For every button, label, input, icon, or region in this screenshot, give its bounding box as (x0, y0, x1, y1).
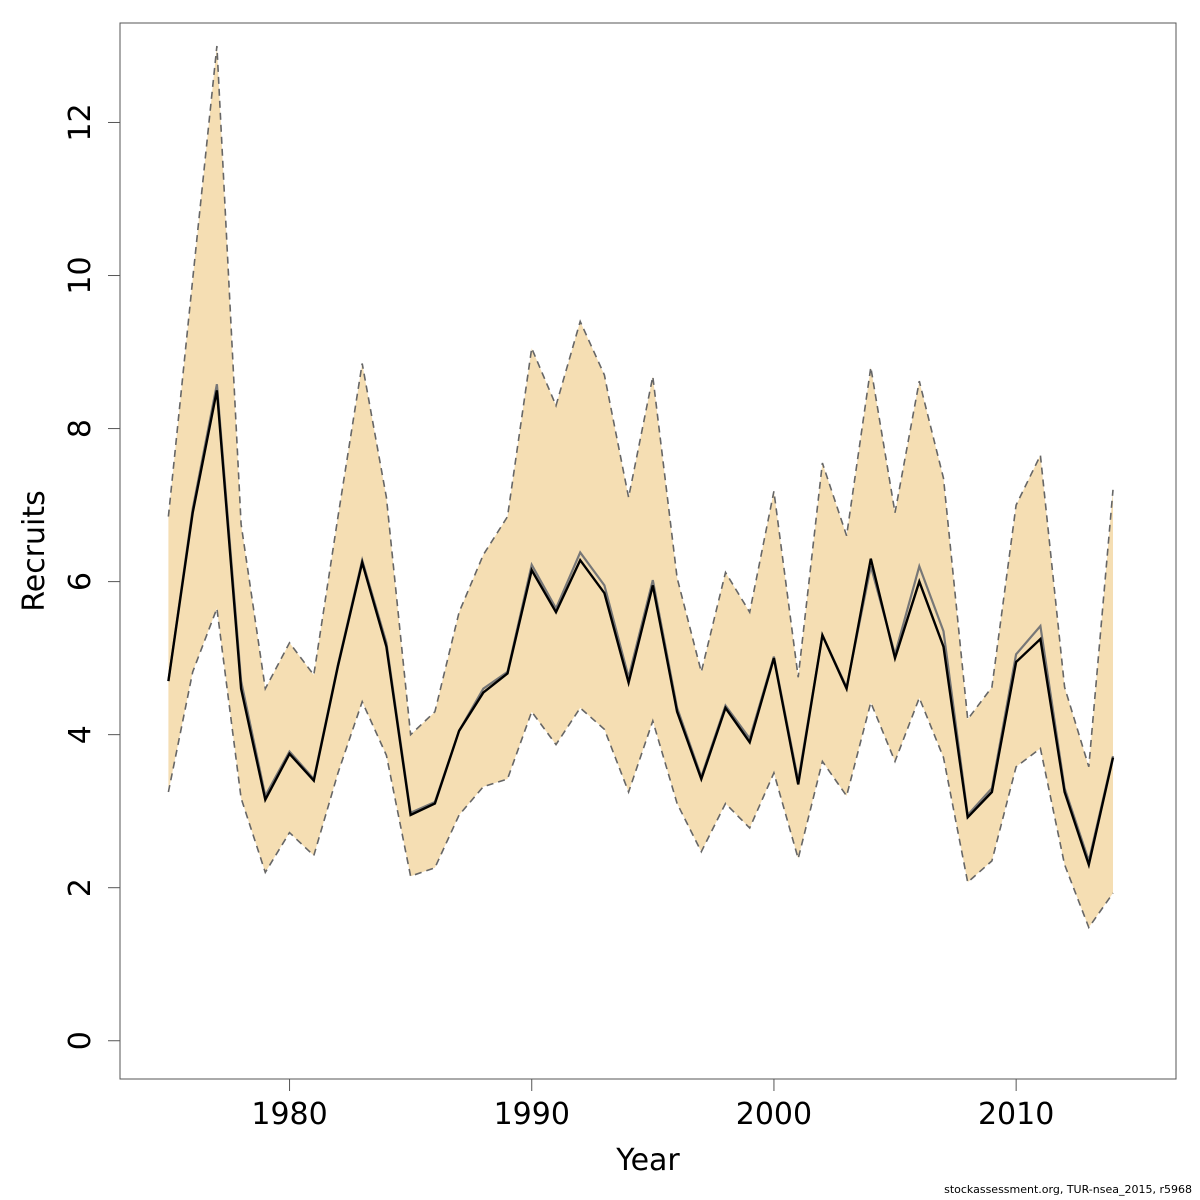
y-tick-label: 12 (63, 103, 98, 141)
x-tick-label: 2010 (978, 1097, 1054, 1132)
confidence-band (168, 46, 1113, 928)
y-tick-label: 2 (63, 878, 98, 897)
x-tick-label: 1980 (251, 1097, 327, 1132)
x-axis-title: Year (615, 1143, 680, 1178)
series-lines (167, 45, 1115, 930)
y-tick-label: 6 (63, 572, 98, 591)
upper-bound-line (167, 45, 1114, 768)
band-area (168, 46, 1113, 928)
y-tick-label: 0 (63, 1031, 98, 1050)
y-tick-label: 8 (63, 419, 98, 438)
y-tick-label: 4 (63, 725, 98, 744)
y-axis-title: Recruits (17, 490, 52, 612)
x-tick-label: 1990 (494, 1097, 570, 1132)
y-tick-label: 10 (63, 256, 98, 294)
footer-credit: stockassessment.org, TUR-nsea_2015, r596… (944, 1183, 1192, 1196)
lower-bound-line (167, 608, 1114, 930)
x-axis: 1980 1990 2000 2010 (251, 1078, 1054, 1132)
estimate-line (167, 390, 1115, 870)
y-axis: 0 2 4 6 8 10 12 (63, 103, 121, 1050)
x-tick-label: 2000 (736, 1097, 812, 1132)
